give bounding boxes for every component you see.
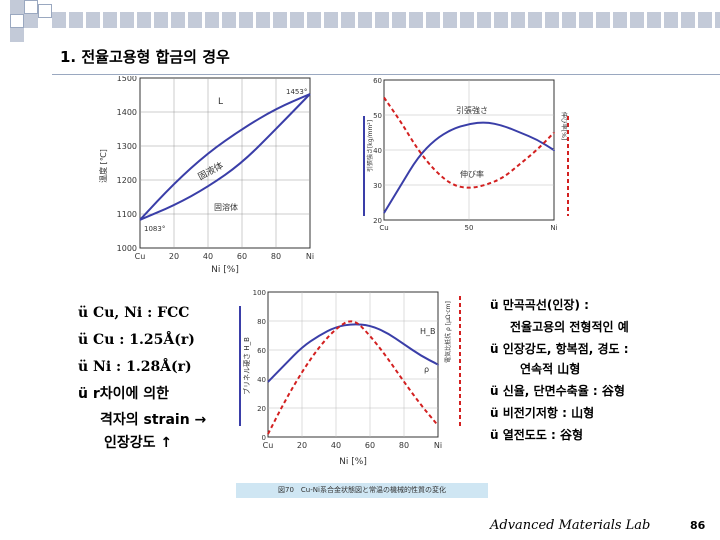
resist-ylabel-right: 電気比抵抗 ρ [μΩ·cm] (444, 301, 452, 363)
phase-diagram: 1500 1400 1300 1200 1100 1000 Cu 20 40 6… (98, 76, 314, 275)
phase-ytick: 1500 (117, 76, 137, 83)
title-underline (52, 74, 720, 75)
phase-ylabel: 溫度 [℃] (98, 149, 108, 183)
strength-label: 引張強さ (456, 105, 488, 115)
bullet-item: ü Cu, Ni : FCC (78, 305, 190, 321)
figure-caption: 図70 Cu-Ni系合金状態図と常温の機械的性質の変化 (236, 483, 488, 498)
resist-xtick: 20 (297, 441, 307, 450)
rho-label: ρ (424, 365, 429, 374)
ni-melt-label: 1453° (286, 88, 307, 96)
phase-ytick: 1400 (117, 108, 137, 117)
bullet-item: 전율고용의 전형적인 예 (510, 320, 629, 334)
bullet-item: ü Cu : 1.25Å(r) (78, 332, 195, 348)
phase-ytick: 1000 (117, 244, 137, 253)
bullet-item: 격자의 strain → (100, 412, 207, 428)
tensile-ytick: 20 (373, 217, 382, 225)
phase-xtick: Ni (306, 252, 314, 261)
phase-ytick: 1100 (117, 210, 137, 219)
tensile-ytick: 60 (373, 77, 382, 85)
footer-lab-name: Advanced Materials Lab (490, 518, 651, 533)
liquidus-curve (139, 93, 311, 221)
phase-xtick: Cu (135, 252, 146, 261)
phase-xtick: 20 (169, 252, 179, 261)
resist-ytick: 80 (257, 318, 266, 326)
resist-xlabel: Ni [%] (339, 457, 367, 467)
resist-xtick: 60 (365, 441, 375, 450)
bullet-item: 인장강도 ↑ (104, 435, 173, 451)
phase-xtick: 40 (203, 252, 213, 261)
bullet-item: ü 만곡곡선(인장) : (490, 298, 589, 312)
cu-melt-label: 1083° (144, 225, 165, 233)
hardness-line (267, 323, 439, 383)
phase-ytick: 1200 (117, 176, 137, 185)
bullet-item: ü r차이에 의한 (78, 386, 170, 402)
tensile-xtick: 50 (465, 224, 474, 232)
elongation-line (383, 96, 555, 189)
phase-xlabel: Ni [%] (211, 265, 239, 275)
solid-label: 固溶体 (214, 202, 238, 212)
hb-label: H_B (420, 327, 436, 336)
phase-xtick: 60 (237, 252, 247, 261)
resistivity-line (267, 320, 439, 435)
tensile-ytick: 40 (373, 147, 382, 155)
resistivity-chart: 100 80 60 40 20 0 Cu 20 40 60 80 Ni Ni [… (239, 289, 461, 467)
bullet-item: ü 인장강도, 항복점, 경도 : (490, 342, 629, 356)
bullet-item: ü 비전기저항 : 山형 (490, 406, 595, 420)
resist-ytick: 0 (262, 434, 266, 442)
phase-xtick: 80 (271, 252, 281, 261)
tensile-chart: 60 50 40 30 20 Cu 50 Ni 引張強さ 伸び率 引張強さ[kg… (363, 77, 569, 232)
tensile-xtick: Ni (550, 224, 557, 232)
resist-xtick: 40 (331, 441, 341, 450)
slide-title: 1. 전율고용형 합금의 경우 (60, 48, 230, 66)
resist-xtick: 80 (399, 441, 409, 450)
liquid-label: L (218, 97, 223, 107)
phase-grid (140, 78, 310, 248)
phase-ytick: 1300 (117, 142, 137, 151)
bullet-item: ü 열전도도 : 谷형 (490, 428, 584, 442)
elong-label: 伸び率 (460, 169, 484, 179)
resist-ytick: 40 (257, 376, 266, 384)
resist-ytick: 60 (257, 347, 266, 355)
tensile-strength-line (383, 121, 555, 214)
solidus-curve (139, 93, 311, 221)
resist-xtick: Ni (434, 441, 442, 450)
page-number: 86 (690, 519, 706, 532)
tensile-ytick: 50 (373, 112, 382, 120)
resist-xtick: Cu (263, 441, 274, 450)
header-bar (52, 12, 720, 28)
resist-ylabel-left: ブリネル硬さ H_B (242, 337, 251, 395)
tensile-ytick: 30 (373, 182, 382, 190)
bullet-item: ü 신율, 단면수축율 : 谷형 (490, 384, 625, 398)
tensile-xtick: Cu (379, 224, 388, 232)
resist-ytick: 20 (257, 405, 266, 413)
resist-ytick: 100 (253, 289, 266, 297)
bullet-item: 연속적 山형 (520, 362, 581, 376)
tensile-ylabel-right: 伸び率[%] (560, 112, 568, 140)
tensile-ylabel-left: 引張強さ[kg/mm²] (366, 120, 374, 172)
bullet-item: ü Ni : 1.28Å(r) (78, 359, 192, 375)
